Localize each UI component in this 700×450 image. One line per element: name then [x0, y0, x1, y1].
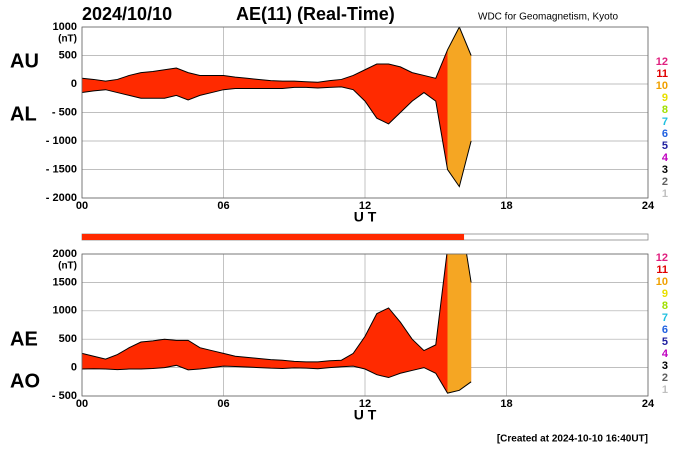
fill-area — [82, 27, 472, 187]
coverage-bar — [82, 234, 465, 240]
x-tick-label: 24 — [642, 398, 655, 410]
plot-area — [82, 27, 472, 188]
scale-label: 8 — [662, 104, 668, 116]
scale-label: 6 — [662, 128, 668, 140]
y-tick-label: 2000 — [53, 248, 77, 260]
scale-label: 2 — [662, 176, 668, 188]
series-line — [82, 364, 472, 394]
scale-label: 1 — [662, 188, 668, 200]
series-label: AE — [10, 328, 38, 350]
scale-label: 3 — [662, 164, 668, 176]
y-tick-label: 500 — [59, 49, 77, 61]
y-tick-label: 500 — [59, 333, 77, 345]
scale-label: 9 — [662, 288, 668, 300]
x-tick-label: 24 — [642, 200, 655, 212]
fill-area — [82, 254, 472, 394]
plot-frame — [81, 26, 649, 199]
series-line — [82, 27, 472, 83]
scale-label: 10 — [656, 276, 668, 288]
scale-label: 4 — [662, 152, 669, 164]
plot-frame — [81, 253, 649, 397]
y-tick-label: - 1500 — [46, 163, 77, 175]
x-tick-label: 18 — [500, 398, 512, 410]
scale-label: 2 — [662, 372, 668, 384]
y-tick-label: - 500 — [52, 390, 77, 402]
x-tick-label: 06 — [217, 398, 229, 410]
y-tick-label: 0 — [71, 78, 77, 90]
scale-label: 3 — [662, 360, 668, 372]
series-label: AO — [10, 370, 40, 392]
scale-label: 11 — [656, 68, 668, 80]
x-tick-label: 18 — [500, 200, 512, 212]
source: WDC for Geomagnetism, Kyoto — [478, 12, 618, 23]
scale-label: 12 — [656, 252, 668, 264]
series-label: AU — [10, 50, 39, 72]
y-tick-label: 1000 — [53, 305, 77, 317]
y-unit: (nT) — [58, 34, 77, 45]
scale-label: 5 — [662, 140, 668, 152]
x-tick-label: 06 — [217, 200, 229, 212]
scale-label: 7 — [662, 116, 668, 128]
y-tick-label: 0 — [71, 362, 77, 374]
created: [Created at 2024-10-10 16:40UT] — [497, 434, 648, 445]
y-unit: (nT) — [58, 261, 77, 272]
series-label: AL — [10, 103, 37, 125]
scale-label: 9 — [662, 92, 668, 104]
late-fill-area — [447, 254, 472, 394]
scale-label: 10 — [656, 80, 668, 92]
scale-label: 5 — [662, 336, 668, 348]
date: 2024/10/10 — [82, 4, 172, 24]
x-axis-label: U T — [354, 209, 377, 225]
series-line — [82, 86, 472, 188]
x-tick-label: 12 — [359, 398, 371, 410]
plot-area — [82, 254, 472, 394]
x-tick-label: 12 — [359, 200, 371, 212]
scale-label: 11 — [656, 264, 668, 276]
y-tick-label: - 500 — [52, 106, 77, 118]
x-axis-label: U T — [354, 407, 377, 423]
y-tick-label: - 1000 — [46, 135, 77, 147]
chart-title: AE(11) (Real-Time) — [236, 4, 395, 24]
x-tick-label: 00 — [76, 398, 88, 410]
y-tick-label: - 2000 — [46, 192, 77, 204]
x-tick-label: 00 — [76, 200, 88, 212]
y-tick-label: 1000 — [53, 21, 77, 33]
scale-label: 6 — [662, 324, 668, 336]
scale-label: 7 — [662, 312, 668, 324]
scale-label: 12 — [656, 56, 668, 68]
y-tick-label: 1500 — [53, 276, 77, 288]
scale-label: 4 — [662, 348, 669, 360]
series-line — [82, 254, 472, 363]
late-fill-area — [447, 27, 472, 187]
scale-label: 8 — [662, 300, 668, 312]
scale-label: 1 — [662, 384, 668, 396]
